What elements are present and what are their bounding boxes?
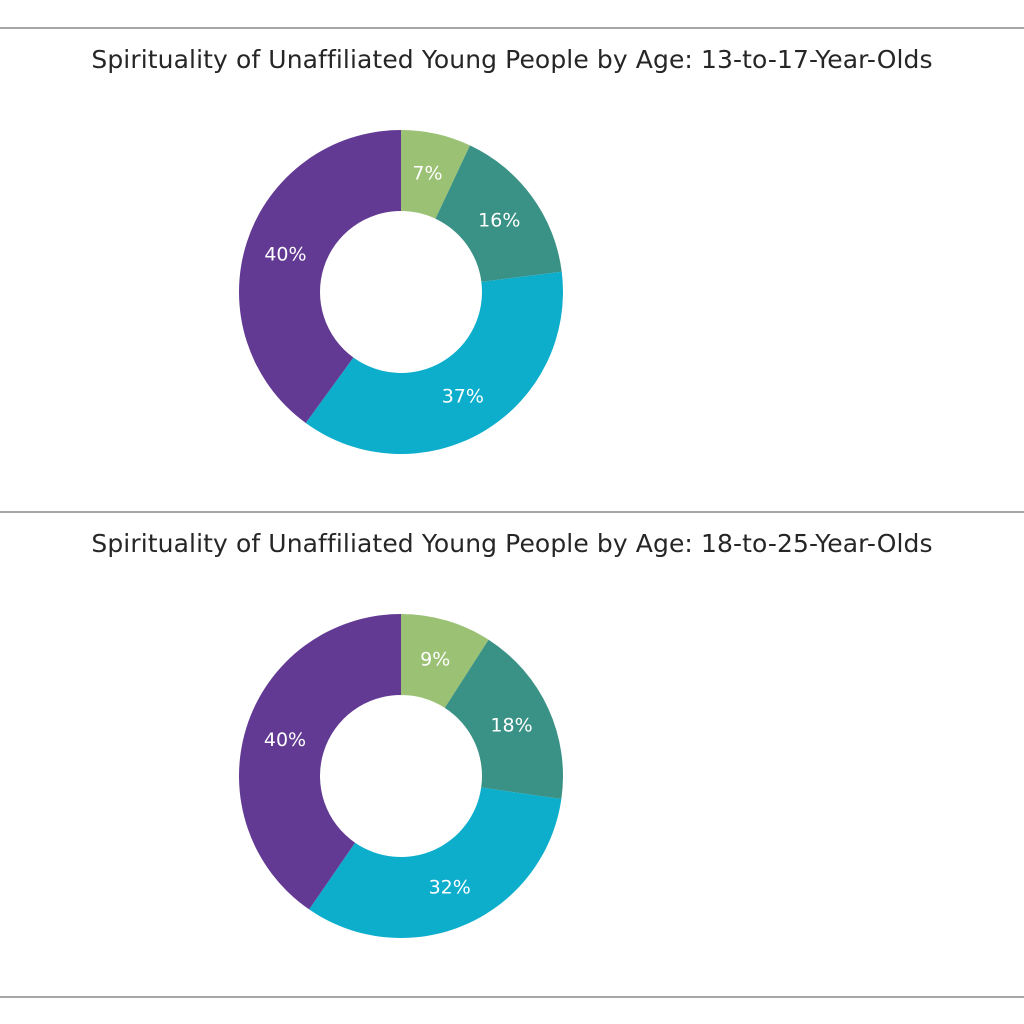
donut-slice-3 [309, 787, 562, 938]
chart-panel-13-17: Spirituality of Unaffiliated Young Peopl… [0, 29, 1024, 509]
slice-label-4: 40% [264, 729, 306, 751]
slice-label-4: 40% [264, 243, 306, 265]
top-divider [0, 27, 1024, 29]
donut-slice-1 [401, 614, 489, 708]
donut-chart-18-25: 9% 18% 32% 40% [238, 614, 563, 938]
slice-label-3: 32% [429, 876, 471, 898]
slice-label-2: 16% [478, 210, 520, 232]
donut-slice-4 [238, 614, 401, 910]
donut-chart-13-17: 7% 16% 37% 40% [238, 130, 563, 455]
middle-divider [0, 511, 1024, 513]
slice-label-1: 9% [420, 648, 450, 670]
chart-title: Spirituality of Unaffiliated Young Peopl… [91, 529, 933, 558]
donut-slice-1 [401, 130, 470, 219]
donut-slice-2 [444, 639, 563, 800]
bottom-divider [0, 996, 1024, 998]
donut-slice-2 [435, 145, 562, 282]
slice-label-2: 18% [490, 715, 532, 737]
donut-slice-3 [305, 271, 563, 455]
donut-slice-4 [238, 130, 401, 424]
chart-panel-18-25: Spirituality of Unaffiliated Young Peopl… [0, 513, 1024, 993]
chart-title: Spirituality of Unaffiliated Young Peopl… [91, 45, 933, 74]
slice-label-1: 7% [412, 162, 442, 184]
slice-label-3: 37% [442, 386, 484, 408]
